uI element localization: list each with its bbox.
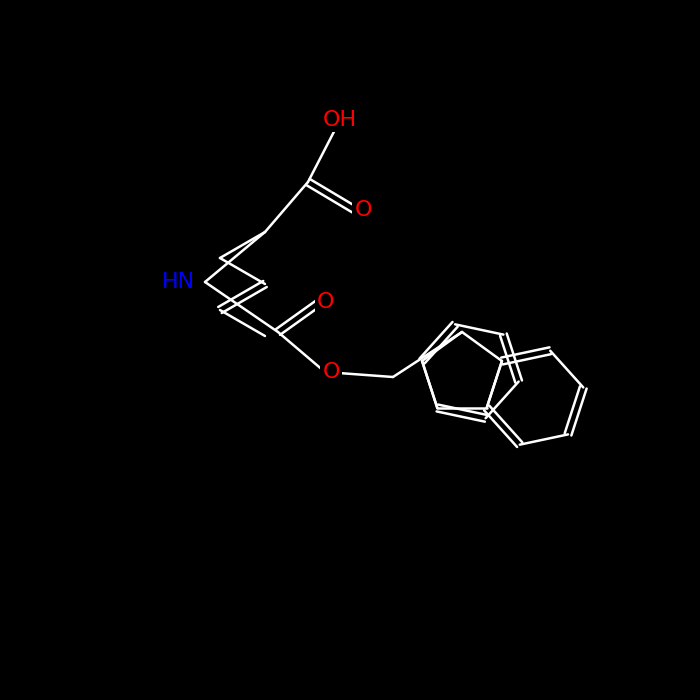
Text: O: O	[322, 362, 340, 382]
Text: OH: OH	[323, 110, 357, 130]
Text: O: O	[354, 200, 372, 220]
Text: HN: HN	[162, 272, 195, 292]
Text: O: O	[317, 292, 335, 312]
